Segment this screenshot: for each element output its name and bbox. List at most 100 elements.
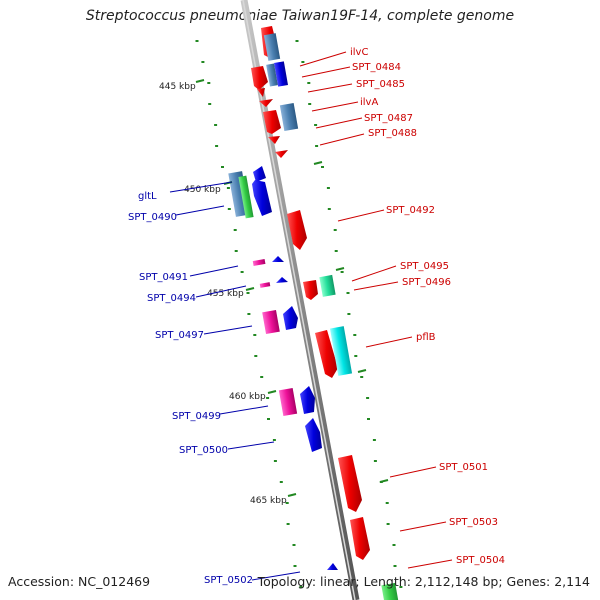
gene-pflB[interactable] (329, 326, 353, 376)
label-SPT_0501[interactable]: SPT_0501 (439, 462, 488, 473)
gc-dot-left (260, 376, 264, 378)
leader-SPT_0491 (189, 265, 239, 277)
label-SPT_0503[interactable]: SPT_0503 (449, 517, 498, 528)
gc-dot-left (201, 61, 205, 63)
gene-SPT_0484[interactable] (251, 66, 268, 90)
gc-dot-right (399, 586, 403, 588)
gc-dot-right (354, 355, 358, 357)
gc-dot-left (195, 40, 199, 42)
label-gltL[interactable]: gltL (138, 191, 157, 202)
label-SPT_0502[interactable]: SPT_0502 (204, 575, 253, 586)
gene-SPT_0496[interactable] (319, 274, 336, 297)
gc-dot-right (346, 292, 350, 294)
gene-blue-arrow-491[interactable] (272, 256, 284, 262)
tick-mark (287, 493, 297, 497)
gene-SPT_0494[interactable] (259, 282, 271, 288)
gene-small-2[interactable] (259, 99, 273, 107)
gene-SPT_0499[interactable] (278, 387, 298, 417)
gc-dot-left (299, 586, 303, 588)
gene-blue-497[interactable] (283, 306, 298, 330)
label-SPT_0488[interactable]: SPT_0488 (368, 128, 417, 139)
label-ilvC[interactable]: ilvC (350, 47, 368, 58)
gene-SPT_0488-a[interactable] (268, 136, 280, 144)
tick-mark (335, 267, 345, 271)
gc-dot-right (393, 565, 397, 567)
gene-SPT_0488-b[interactable] (275, 150, 288, 158)
leader-SPT_0488 (319, 133, 365, 146)
reverse-genes (228, 166, 338, 570)
gene-ilvA[interactable] (279, 102, 299, 132)
label-SPT_0484[interactable]: SPT_0484 (352, 62, 401, 73)
gene-SPT_0490[interactable] (252, 180, 272, 216)
gene-SPT_0495[interactable] (303, 280, 318, 300)
gene-SPT_0500[interactable] (305, 418, 322, 452)
gc-dot-right (353, 334, 357, 336)
gene-SPT_0501[interactable] (338, 455, 362, 512)
gc-dot-left (246, 292, 250, 294)
leader-SPT_0501 (389, 466, 437, 478)
tick-label-460: 460 kbp (229, 392, 266, 402)
gene-SPT_0487[interactable] (263, 110, 281, 134)
label-ilvA[interactable]: ilvA (360, 97, 378, 108)
gc-dot-left (293, 565, 297, 567)
gc-dot-left (208, 103, 212, 105)
label-SPT_0495[interactable]: SPT_0495 (400, 261, 449, 272)
label-SPT_0491[interactable]: SPT_0491 (139, 272, 188, 283)
gc-dot-left (266, 397, 270, 399)
genome-backbone (240, 0, 360, 600)
gc-dot-right (315, 145, 319, 147)
tick-label-450: 450 kbp (184, 185, 221, 195)
leader-gltL (169, 181, 233, 193)
gene-blue-499[interactable] (300, 386, 315, 414)
label-SPT_0492[interactable]: SPT_0492 (386, 205, 435, 216)
gene-steelblue-2[interactable] (266, 63, 278, 87)
gene-SPT_0492[interactable] (287, 210, 307, 250)
label-pflB[interactable]: pflB (416, 332, 436, 343)
leader-SPT_0502 (251, 571, 301, 581)
gene-SPT_0503[interactable] (350, 517, 370, 560)
gene-small-1[interactable] (257, 88, 265, 97)
label-SPT_0494[interactable]: SPT_0494 (147, 293, 196, 304)
gc-dot-left (285, 502, 289, 504)
gene-SPT_0485[interactable] (273, 61, 289, 87)
tick-label-465: 465 kbp (250, 496, 287, 506)
gc-dot-right (308, 103, 312, 105)
gc-dot-left (215, 145, 219, 147)
label-SPT_0487[interactable]: SPT_0487 (364, 113, 413, 124)
leader-SPT_0492 (337, 209, 385, 222)
gc-content-left-track (195, 40, 303, 588)
gc-dot-right (301, 61, 305, 63)
label-SPT_0499[interactable]: SPT_0499 (172, 411, 221, 422)
label-SPT_0496[interactable]: SPT_0496 (402, 277, 451, 288)
gc-dot-left (227, 208, 231, 210)
gc-content-right-track (295, 40, 403, 588)
label-SPT_0485[interactable]: SPT_0485 (356, 79, 405, 90)
gc-dot-right (340, 271, 344, 273)
label-SPT_0504[interactable]: SPT_0504 (456, 555, 505, 566)
tick-mark (357, 369, 367, 373)
label-SPT_0490[interactable]: SPT_0490 (128, 212, 177, 223)
gene-steelblue-top[interactable] (263, 33, 281, 61)
gene-green-gltL[interactable] (238, 175, 254, 219)
gc-dot-left (221, 166, 224, 168)
leader-SPT_0503 (399, 521, 447, 532)
gc-dot-right (360, 376, 364, 378)
leader-SPT_0499 (219, 405, 269, 415)
tick-mark (313, 161, 323, 165)
scale-ticks: 445 kbp 450 kbp 455 kbp 460 kbp 465 kbp (159, 79, 389, 506)
gc-dot-right (326, 187, 330, 189)
tick-label-445: 445 kbp (159, 82, 196, 92)
gene-blue-small-top[interactable] (253, 166, 266, 182)
label-SPT_0500[interactable]: SPT_0500 (179, 445, 228, 456)
gc-dot-right (321, 166, 324, 168)
label-SPT_0497[interactable]: SPT_0497 (155, 330, 204, 341)
gene-pflB-red[interactable] (315, 330, 338, 378)
gc-dot-right (314, 124, 318, 126)
gene-SPT_0497[interactable] (262, 309, 280, 335)
gene-SPT_0502[interactable] (327, 563, 338, 570)
forward-leader-lines (299, 51, 453, 569)
gc-dot-right (307, 82, 311, 84)
gene-SPT_0491[interactable] (252, 258, 266, 266)
gc-dot-right (327, 208, 331, 210)
gene-blue-arrow-494[interactable] (276, 277, 288, 283)
